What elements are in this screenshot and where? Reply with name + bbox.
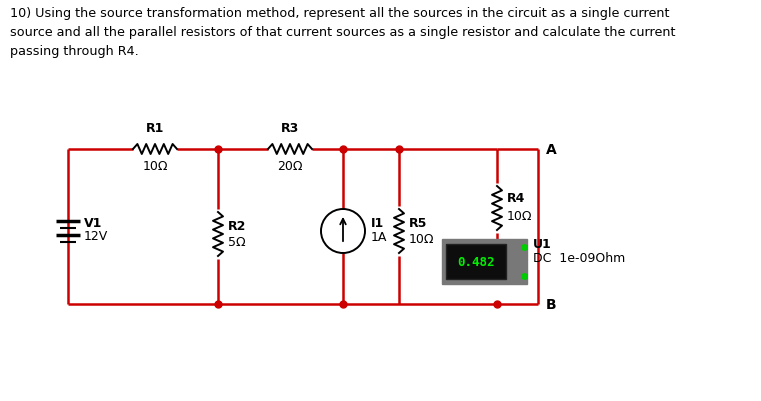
Bar [442,239,527,284]
Text: 10Ω: 10Ω [409,233,435,246]
Text: R2: R2 [228,220,247,233]
Text: V1: V1 [84,217,103,230]
Text: B: B [546,297,556,311]
Text: R5: R5 [409,217,428,230]
Text: 20Ω: 20Ω [277,160,303,172]
Text: U1: U1 [533,237,552,250]
Text: R1: R1 [146,122,164,135]
Text: 5Ω: 5Ω [228,236,246,249]
Text: R3: R3 [281,122,299,135]
Text: 10) Using the source transformation method, represent all the sources in the cir: 10) Using the source transformation meth… [10,7,676,58]
Text: 12V: 12V [84,230,108,243]
Text: 10Ω: 10Ω [142,160,167,172]
Text: A: A [546,143,557,157]
Text: 0.482: 0.482 [457,255,495,268]
Text: DC  1e-09Ohm: DC 1e-09Ohm [533,251,626,264]
Bar [446,244,506,279]
Text: 1A: 1A [371,231,387,244]
Text: R4: R4 [507,192,525,205]
Text: I1: I1 [371,217,384,230]
Text: 10Ω: 10Ω [507,210,533,223]
